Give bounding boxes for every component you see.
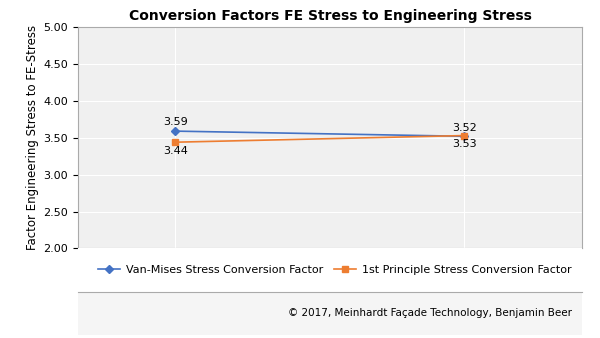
Legend: Van-Mises Stress Conversion Factor, 1st Principle Stress Conversion Factor: Van-Mises Stress Conversion Factor, 1st … — [94, 261, 576, 280]
Title: Conversion Factors FE Stress to Engineering Stress: Conversion Factors FE Stress to Engineer… — [128, 9, 532, 23]
Text: 3.44: 3.44 — [163, 146, 188, 156]
Text: 3.53: 3.53 — [452, 139, 477, 149]
Y-axis label: Factor Engineering Stress to FE-Stress: Factor Engineering Stress to FE-Stress — [26, 25, 40, 250]
Text: 3.52: 3.52 — [452, 123, 477, 132]
Text: 3.59: 3.59 — [163, 117, 188, 127]
X-axis label: Engineering-Stress [MPa]: Engineering-Stress [MPa] — [256, 271, 404, 284]
Text: © 2017, Meinhardt Façade Technology, Benjamin Beer: © 2017, Meinhardt Façade Technology, Ben… — [288, 308, 572, 318]
